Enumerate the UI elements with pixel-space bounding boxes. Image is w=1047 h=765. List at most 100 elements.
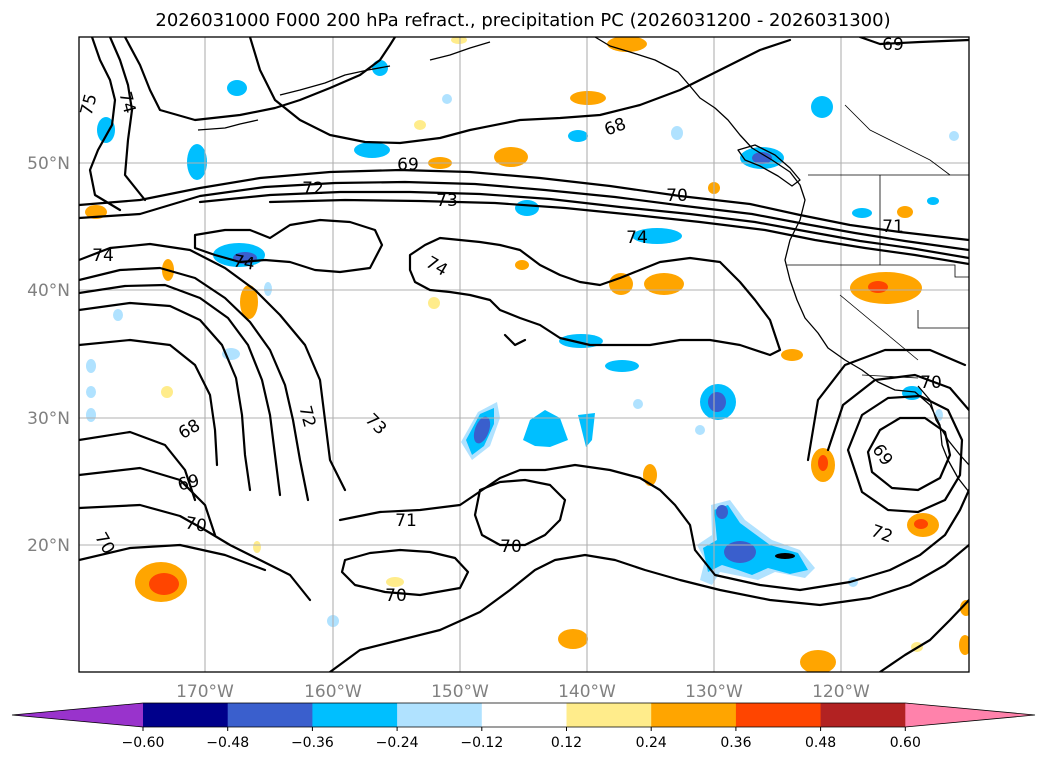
precip-blob: [632, 228, 682, 244]
contour-label: 70: [183, 513, 208, 536]
colorbar-segment: [566, 703, 652, 727]
precip-blob: [781, 349, 803, 361]
y-tick-label: 30°N: [27, 409, 70, 429]
colorbar-segment: [651, 703, 737, 727]
colorbar-segment: [227, 703, 313, 727]
contour-label: 74: [92, 246, 114, 266]
precip-blob: [558, 629, 588, 649]
precip-blob: [775, 553, 795, 559]
precip-blob: [609, 273, 633, 295]
precip-blob: [414, 120, 426, 130]
precip-blob: [927, 197, 939, 205]
contour-label: 73: [436, 191, 458, 211]
precip-blob: [253, 541, 261, 553]
chart-title: 2026031000 F000 200 hPa refract., precip…: [155, 10, 890, 31]
colorbar-tick-label: 0.24: [636, 735, 667, 751]
precip-blob: [494, 147, 528, 167]
x-axis: 170°W 160°W 150°W 140°W 130°W 120°W: [176, 682, 870, 702]
precip-blob: [708, 392, 726, 412]
precip-blob: [161, 386, 173, 398]
precip-blob: [149, 573, 179, 595]
precip-blob: [515, 200, 539, 216]
precip-blob: [428, 297, 440, 309]
precip-blob: [473, 416, 491, 444]
precip-blob: [240, 285, 258, 319]
precip-blob: [568, 130, 588, 142]
colorbar-extend-max: [905, 703, 1035, 727]
colorbar-tick-label: 0.36: [720, 735, 751, 751]
colorbar-tick-label: −0.60: [122, 735, 165, 751]
precip-blob: [752, 152, 772, 164]
precip-blob: [515, 260, 529, 270]
contour-label: 69: [882, 35, 904, 55]
colorbar-tick-label: −0.12: [460, 735, 503, 751]
contour-label: 70: [500, 537, 522, 557]
colorbar-tick-label: 0.48: [805, 735, 836, 751]
precip-blob: [86, 386, 96, 398]
precip-blob: [800, 650, 836, 672]
precip-blob: [811, 96, 833, 118]
precip-blob: [605, 360, 639, 372]
x-tick-label: 170°W: [176, 682, 234, 702]
precip-blob: [451, 37, 467, 44]
precip-blob: [959, 635, 969, 655]
colorbar-tick-label: −0.36: [291, 735, 334, 751]
contour-label: 71: [395, 511, 417, 531]
x-tick-label: 150°W: [431, 682, 489, 702]
precip-blob: [914, 519, 928, 529]
colorbar-tick-label: −0.48: [206, 735, 249, 751]
precip-blob: [852, 208, 872, 218]
precip-blob: [633, 399, 643, 409]
colorbar-segment: [735, 703, 822, 727]
contour-label: 75: [77, 92, 102, 118]
colorbar-tick-label: 0.60: [890, 735, 921, 751]
colorbar-tick-label: 0.12: [551, 735, 582, 751]
precip-blob: [644, 273, 684, 295]
y-axis: 50°N 40°N 30°N 20°N: [27, 154, 70, 556]
precip-blob: [227, 80, 247, 96]
precip-blob: [960, 600, 969, 616]
precip-blob: [86, 359, 96, 373]
precip-blob: [949, 131, 959, 141]
precip-blob: [818, 455, 828, 471]
colorbar-segment: [820, 703, 906, 727]
precip-blob: [86, 408, 96, 422]
precip-blob: [354, 142, 390, 158]
precip-shading: [85, 37, 969, 672]
precip-blob: [187, 144, 207, 180]
x-tick-label: 130°W: [685, 682, 743, 702]
x-tick-label: 140°W: [558, 682, 616, 702]
map-area: 69 75 74 72 73 70 68 74 74 71 74 74 72 7…: [77, 35, 969, 672]
precip-blob: [113, 309, 123, 321]
colorbar-segment: [397, 703, 483, 727]
colorbar-segment: [143, 703, 229, 727]
colorbar-segment: [481, 703, 567, 727]
colorbar: −0.60 −0.48 −0.36 −0.24 −0.12 0.12 0.24 0.36 0.4…: [11, 702, 1036, 751]
colorbar-tick-label: −0.24: [376, 735, 419, 751]
precip-blob: [643, 464, 657, 486]
precip-blob: [442, 94, 452, 104]
contour-label: 71: [882, 217, 904, 237]
y-tick-label: 20°N: [27, 536, 70, 556]
precip-blob: [523, 410, 568, 447]
precip-blob: [671, 126, 683, 140]
colorbar-segment: [312, 703, 398, 727]
precip-blob: [716, 505, 728, 519]
contour-label: 70: [920, 373, 942, 393]
x-tick-label: 120°W: [812, 682, 870, 702]
map-frame: [78, 36, 970, 673]
precip-blob: [724, 541, 756, 563]
precip-blob: [570, 91, 606, 105]
precip-blob: [607, 37, 647, 52]
precip-blob: [386, 577, 404, 587]
contour-label: 69: [397, 155, 419, 175]
refractivity-contours: [79, 37, 969, 672]
precip-blob: [695, 425, 705, 435]
precip-blob: [264, 282, 272, 296]
y-tick-label: 50°N: [27, 154, 70, 174]
y-tick-label: 40°N: [27, 281, 70, 301]
precip-blob: [97, 117, 115, 143]
contour-label: 70: [385, 586, 407, 606]
contour-label: 72: [302, 179, 324, 199]
